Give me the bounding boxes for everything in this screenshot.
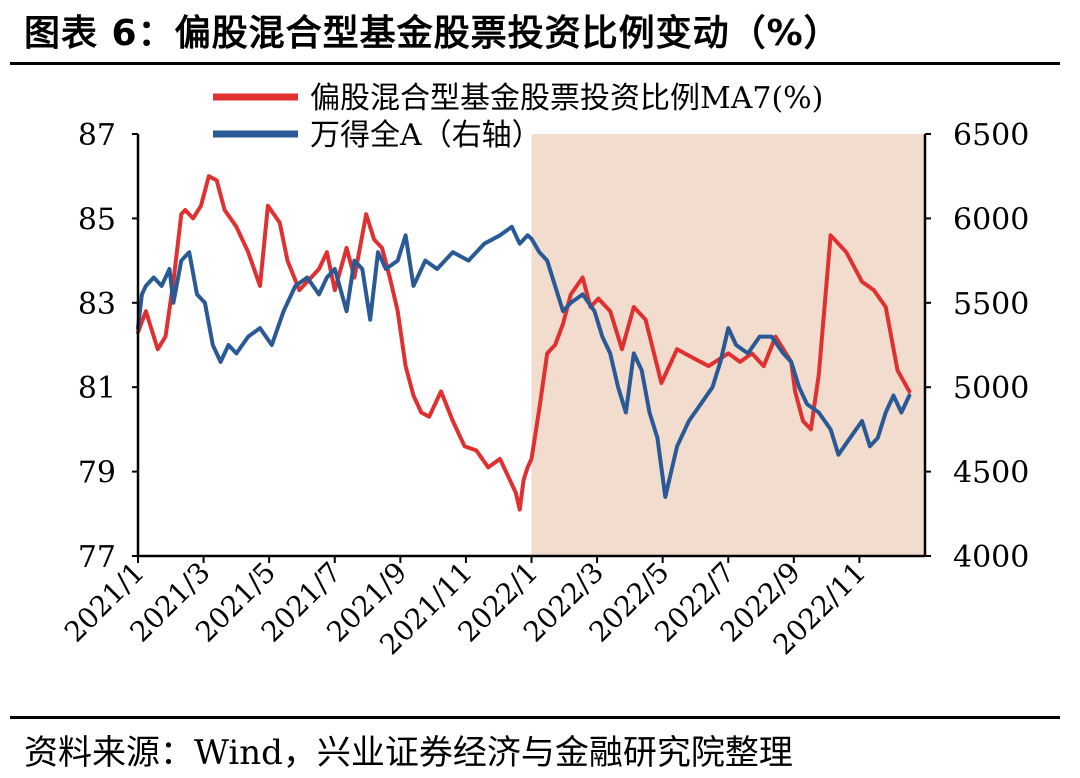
bottom-rule — [10, 716, 1060, 719]
left-y-tick-label: 81 — [78, 371, 116, 406]
chart-title: 图表 6：偏股混合型基金股票投资比例变动（%） — [24, 13, 841, 54]
right-y-tick-label: 4500 — [953, 456, 1029, 491]
legend-label-fund-equity-ratio: 偏股混合型基金股票投资比例MA7(%) — [310, 81, 823, 116]
right-y-tick-label: 5500 — [953, 287, 1029, 322]
right-y-tick-label: 6000 — [953, 202, 1029, 237]
top-rule — [10, 62, 1060, 65]
right-y-tick-label: 6500 — [953, 118, 1029, 153]
left-y-tick-label: 77 — [78, 540, 116, 575]
chart: 8785838179776500600055005000450040002021… — [58, 81, 1029, 661]
left-y-tick-label: 85 — [78, 202, 116, 237]
right-y-tick-label: 5000 — [953, 371, 1029, 406]
left-y-tick-label: 83 — [78, 287, 116, 322]
source-note: 资料来源：Wind，兴业证券经济与金融研究院整理 — [24, 733, 793, 773]
highlight-2022-region — [531, 134, 925, 556]
left-y-tick-label: 87 — [78, 118, 116, 153]
legend-label-wind-all-a: 万得全A（右轴） — [310, 118, 542, 153]
series-line-wind-all-a — [136, 224, 912, 499]
right-y-tick-label: 4000 — [953, 540, 1029, 575]
left-y-tick-label: 79 — [78, 456, 116, 491]
